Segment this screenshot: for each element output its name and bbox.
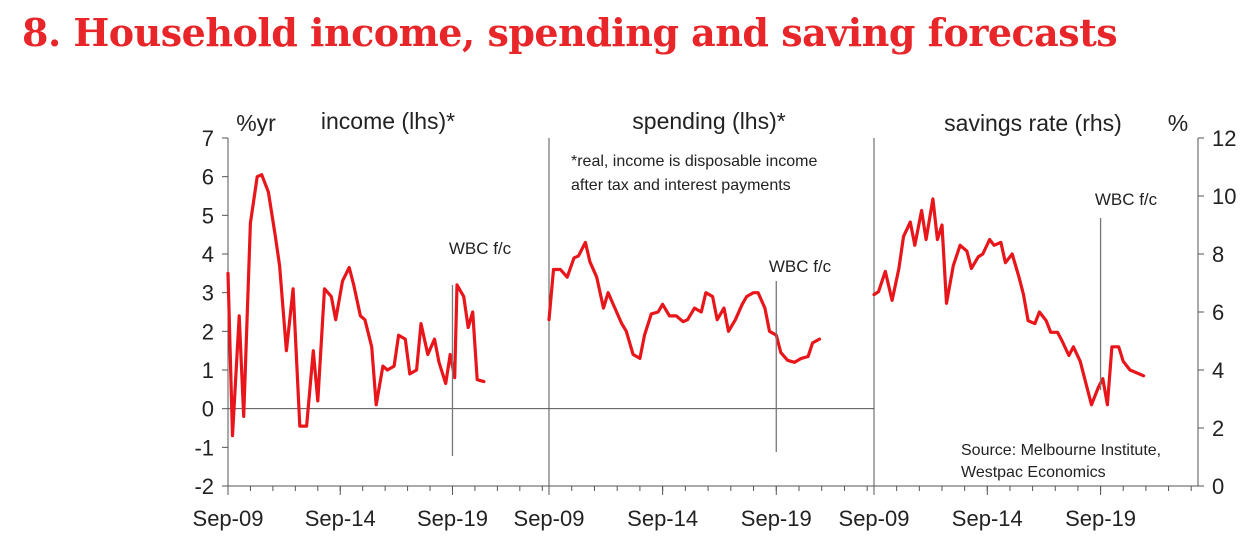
left-tick-label: -1 xyxy=(194,435,214,460)
x-axis-ticks: Sep-09 Sep-14 Sep-19 Sep-09 Sep-14 Sep-19 Sep-… xyxy=(193,486,1192,531)
x-tick-label: Sep-19 xyxy=(1065,506,1136,531)
panel-label: income (lhs)* xyxy=(321,108,455,134)
x-tick-label: Sep-19 xyxy=(417,506,488,531)
right-tick-label: 8 xyxy=(1212,242,1224,267)
left-axis-ticks: 7 6 5 4 3 2 1 0 -1 -2 xyxy=(194,126,228,499)
forecast-label: WBC f/c xyxy=(449,239,512,258)
series-line-spending xyxy=(547,240,822,364)
footnote: after tax and interest payments xyxy=(571,177,791,194)
right-tick-label: 12 xyxy=(1212,126,1236,151)
chart-labels: WBC f/c income (lhs)* WBC f/c spending (lhs… xyxy=(236,108,1188,481)
x-tick-label: Sep-09 xyxy=(839,506,910,531)
right-axis-ticks: 12 10 8 6 4 2 0 xyxy=(1198,126,1236,499)
series-lines xyxy=(226,173,1146,456)
left-tick-label: -2 xyxy=(194,474,214,499)
x-tick-label: Sep-09 xyxy=(514,506,585,531)
left-axis-label: %yr xyxy=(236,110,276,136)
left-tick-label: 5 xyxy=(202,203,214,228)
right-tick-label: 2 xyxy=(1212,416,1224,441)
right-tick-label: 4 xyxy=(1212,358,1224,383)
left-tick-label: 3 xyxy=(202,281,214,306)
right-axis-label: % xyxy=(1168,110,1188,136)
forecast-label: WBC f/c xyxy=(769,257,832,276)
left-tick-label: 1 xyxy=(202,358,214,383)
panel-label: savings rate (rhs) xyxy=(944,110,1122,136)
source-note: Source: Melbourne Institute, xyxy=(961,442,1161,459)
x-tick-label: Sep-19 xyxy=(741,506,812,531)
x-tick-label: Sep-09 xyxy=(193,506,264,531)
left-tick-label: 4 xyxy=(202,242,214,267)
series-line-income xyxy=(226,173,486,438)
left-tick-label: 2 xyxy=(202,319,214,344)
left-tick-label: 6 xyxy=(202,165,214,190)
right-tick-label: 10 xyxy=(1212,184,1236,209)
left-tick-label: 0 xyxy=(202,397,214,422)
x-tick-label: Sep-14 xyxy=(627,506,698,531)
series-line-savings-rate xyxy=(872,197,1146,407)
page-title: 8. Household income, spending and saving… xyxy=(22,10,1118,55)
right-tick-label: 0 xyxy=(1212,474,1224,499)
right-tick-label: 6 xyxy=(1212,300,1224,325)
left-tick-label: 7 xyxy=(202,126,214,151)
footnote: *real, income is disposable income xyxy=(571,153,817,170)
source-note: Westpac Economics xyxy=(961,464,1106,481)
forecast-label: WBC f/c xyxy=(1095,190,1158,209)
x-tick-label: Sep-14 xyxy=(952,506,1023,531)
x-tick-label: Sep-14 xyxy=(305,506,376,531)
panel-label: spending (lhs)* xyxy=(632,108,785,134)
